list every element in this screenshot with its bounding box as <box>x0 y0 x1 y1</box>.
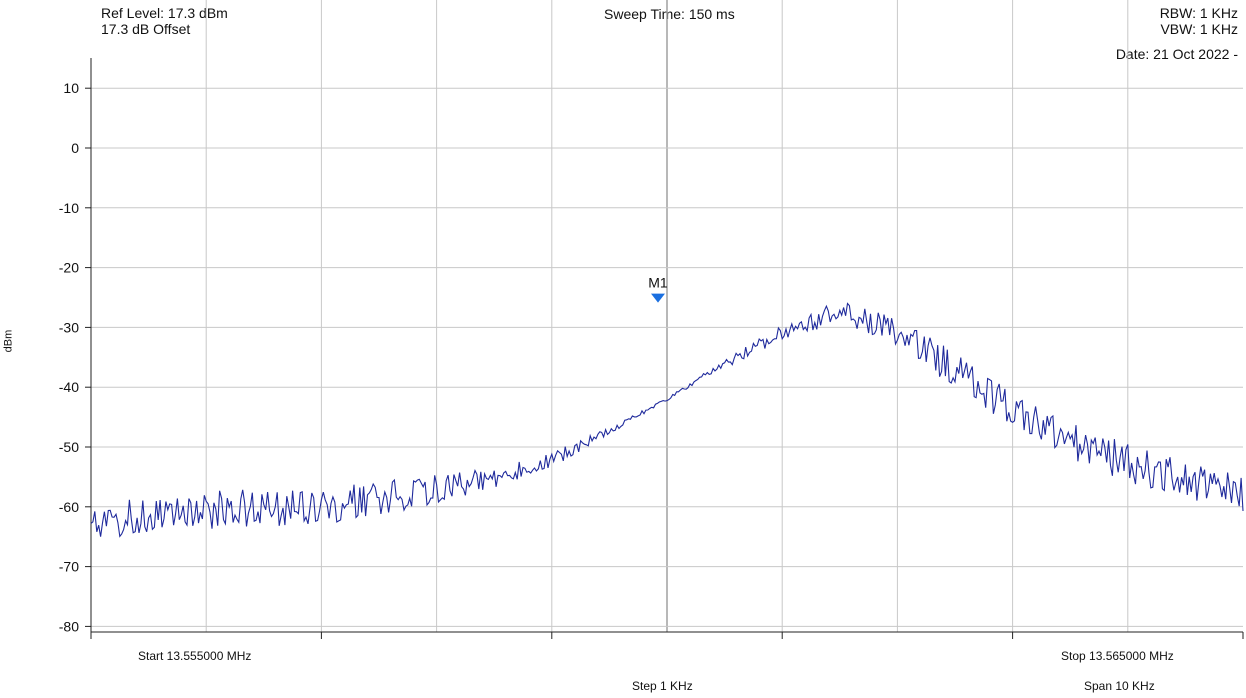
date-readout: Date: 21 Oct 2022 - <box>1115 46 1238 62</box>
ref-level: Ref Level: 17.3 dBm <box>101 5 228 21</box>
y-tick-label: -50 <box>59 439 79 455</box>
start-frequency: Start 13.555000 MHz <box>138 649 252 663</box>
y-tick-label: 10 <box>63 80 79 96</box>
y-tick-label: 0 <box>71 140 79 156</box>
rbw-readout: RBW: 1 KHz <box>1159 5 1238 21</box>
y-tick-label: -70 <box>59 559 79 575</box>
stop-frequency: Stop 13.565000 MHz <box>1061 649 1174 663</box>
marker-m1-triangle <box>651 293 665 303</box>
spectrum-trace <box>90 302 1244 538</box>
y-tick-label: -80 <box>59 618 79 634</box>
ref-offset: 17.3 dB Offset <box>101 21 191 37</box>
y-tick-label: -60 <box>59 499 79 515</box>
y-tick-label: -10 <box>59 200 79 216</box>
span-width: Span 10 KHz <box>1084 679 1155 693</box>
marker-m1-label: M1 <box>648 275 668 291</box>
vbw-readout: VBW: 1 KHz <box>1160 21 1238 37</box>
y-tick-label: -40 <box>59 379 79 395</box>
y-tick-label: -20 <box>59 260 79 276</box>
y-tick-label: -30 <box>59 319 79 335</box>
step-size: Step 1 KHz <box>632 679 693 693</box>
sweep-time: Sweep Time: 150 ms <box>604 6 735 22</box>
